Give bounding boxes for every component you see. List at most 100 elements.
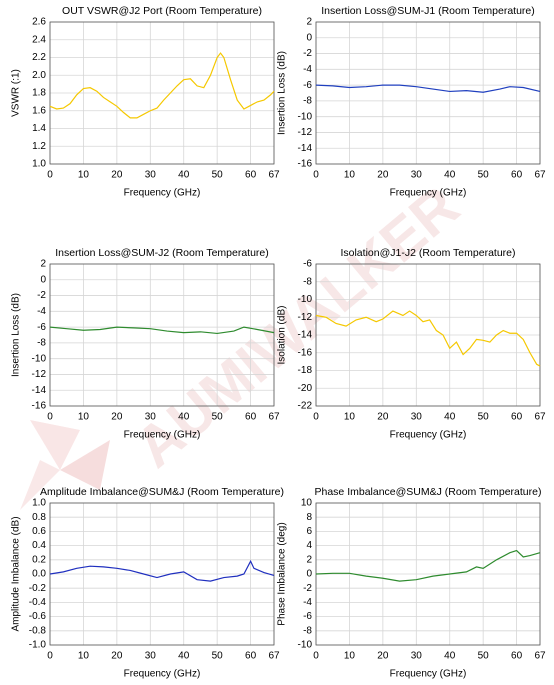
- x-tick-label: 60: [511, 412, 523, 423]
- y-tick-label: -20: [298, 383, 313, 394]
- x-tick-label: 20: [377, 170, 389, 181]
- data-line: [49, 52, 275, 119]
- x-tick-label: 40: [444, 170, 456, 181]
- plot-frame: [315, 263, 541, 407]
- y-tick-label: -0.2: [29, 583, 47, 594]
- chart: Amplitude Imbalance@SUM&J (Room Temperat…: [11, 486, 284, 680]
- y-tick-label: 2: [40, 259, 46, 270]
- x-tick-label: 67: [534, 170, 546, 181]
- x-tick-label: 30: [145, 651, 157, 662]
- x-tick-label: 60: [245, 651, 257, 662]
- y-tick-label: -12: [32, 369, 47, 380]
- y-tick-label: -12: [298, 312, 313, 323]
- y-tick-label: 1.2: [32, 141, 46, 152]
- y-tick-label: -10: [298, 111, 313, 122]
- y-tick-label: 0.4: [32, 540, 46, 551]
- y-tick-label: -14: [298, 330, 313, 341]
- x-tick-label: 0: [313, 170, 319, 181]
- y-tick-label: 10: [301, 498, 313, 509]
- x-tick-label: 67: [268, 412, 280, 423]
- y-tick-label: -2: [37, 290, 46, 301]
- y-tick-label: -8: [303, 96, 312, 107]
- x-tick-label: 67: [268, 170, 280, 181]
- x-tick-label: 40: [178, 651, 190, 662]
- y-tick-label: -14: [298, 143, 313, 154]
- y-axis-label: Insertion Loss (dB): [11, 293, 22, 377]
- y-tick-label: 0.2: [32, 554, 46, 565]
- y-tick-label: -16: [298, 159, 313, 170]
- x-tick-label: 40: [178, 170, 190, 181]
- x-axis-label: Frequency (GHz): [124, 430, 201, 441]
- y-axis-label: Amplitude Imbalance (dB): [11, 516, 22, 631]
- y-tick-label: -6: [303, 611, 312, 622]
- x-tick-label: 40: [178, 412, 190, 423]
- x-tick-label: 10: [344, 651, 356, 662]
- x-tick-label: 50: [478, 412, 490, 423]
- x-axis-label: Frequency (GHz): [124, 188, 201, 199]
- x-tick-label: 10: [344, 412, 356, 423]
- y-tick-label: -8: [37, 338, 46, 349]
- y-tick-label: -10: [298, 640, 313, 651]
- y-tick-label: -2: [303, 583, 312, 594]
- y-tick-label: -16: [298, 347, 313, 358]
- y-axis-label: VSWR (:1): [11, 69, 22, 117]
- chart-title: Phase Imbalance@SUM&J (Room Temperature): [315, 486, 542, 498]
- y-tick-label: 0.0: [32, 569, 46, 580]
- y-tick-label: -10: [32, 353, 47, 364]
- x-tick-label: 50: [212, 412, 224, 423]
- x-tick-label: 0: [47, 651, 53, 662]
- x-tick-label: 60: [245, 170, 257, 181]
- x-tick-label: 20: [377, 412, 389, 423]
- y-tick-label: -0.6: [29, 611, 47, 622]
- y-tick-label: 1.4: [32, 123, 46, 134]
- y-axis-label: Insertion Loss (dB): [277, 51, 288, 135]
- x-tick-label: 20: [111, 651, 123, 662]
- x-tick-label: 50: [212, 651, 224, 662]
- y-tick-label: 0.6: [32, 526, 46, 537]
- y-tick-label: -4: [303, 597, 312, 608]
- y-tick-label: -2: [303, 48, 312, 59]
- x-tick-label: 10: [78, 170, 90, 181]
- chart: Phase Imbalance@SUM&J (Room Temperature)…: [277, 486, 546, 680]
- y-tick-label: -10: [298, 294, 313, 305]
- chart-title: OUT VSWR@J2 Port (Room Temperature): [62, 5, 262, 17]
- chart: Insertion Loss@SUM-J1 (Room Temperature)…: [277, 5, 546, 199]
- x-tick-label: 67: [268, 651, 280, 662]
- y-tick-label: -6: [37, 322, 46, 333]
- y-tick-label: 2.6: [32, 17, 46, 28]
- data-line: [315, 549, 541, 582]
- x-tick-label: 30: [411, 170, 423, 181]
- x-axis-label: Frequency (GHz): [390, 669, 467, 680]
- y-axis-label: Phase Imbalance (deg): [277, 522, 288, 625]
- x-tick-label: 20: [111, 412, 123, 423]
- x-tick-label: 40: [444, 651, 456, 662]
- x-tick-label: 50: [478, 651, 490, 662]
- y-tick-label: 6: [306, 526, 312, 537]
- y-tick-label: 4: [306, 540, 312, 551]
- plot-frame: [49, 263, 275, 407]
- chart-title: Insertion Loss@SUM-J1 (Room Temperature): [321, 5, 535, 17]
- y-tick-label: -22: [298, 401, 313, 412]
- x-tick-label: 60: [245, 412, 257, 423]
- y-tick-label: -6: [303, 80, 312, 91]
- chart: Insertion Loss@SUM-J2 (Room Temperature)…: [11, 247, 280, 441]
- y-tick-label: 2: [306, 17, 312, 28]
- plot-frame: [49, 21, 275, 165]
- x-tick-label: 10: [78, 651, 90, 662]
- chart-title: Amplitude Imbalance@SUM&J (Room Temperat…: [40, 486, 284, 498]
- x-tick-label: 30: [145, 412, 157, 423]
- x-axis-label: Frequency (GHz): [390, 430, 467, 441]
- y-tick-label: 2.4: [32, 34, 46, 45]
- y-tick-label: 1.6: [32, 105, 46, 116]
- chart-title: Insertion Loss@SUM-J2 (Room Temperature): [55, 247, 269, 259]
- x-tick-label: 30: [145, 170, 157, 181]
- y-tick-label: -0.4: [29, 597, 47, 608]
- y-tick-label: -8: [303, 625, 312, 636]
- y-tick-label: -1.0: [29, 640, 47, 651]
- y-tick-label: 1.8: [32, 88, 46, 99]
- y-tick-label: 0.8: [32, 512, 46, 523]
- y-tick-label: -16: [32, 401, 47, 412]
- y-tick-label: 8: [306, 512, 312, 523]
- x-tick-label: 20: [111, 170, 123, 181]
